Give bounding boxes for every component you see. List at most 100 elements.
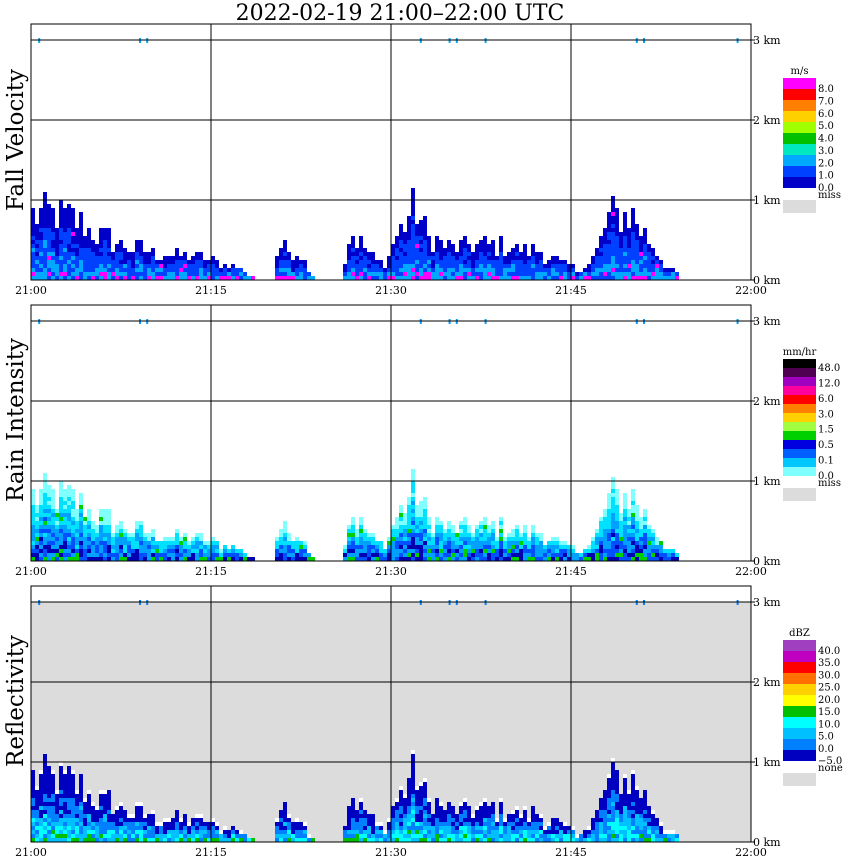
data-cell <box>611 264 615 268</box>
data-cell <box>63 493 67 497</box>
data-cell <box>435 252 439 256</box>
data-cell <box>279 537 283 541</box>
data-cell <box>411 762 415 766</box>
data-cell <box>275 557 279 561</box>
data-cell <box>535 549 539 553</box>
data-cell <box>103 798 107 802</box>
data-cell <box>407 810 411 814</box>
data-cell <box>663 830 667 834</box>
data-cell <box>91 252 95 256</box>
colorbar-swatch <box>783 395 816 404</box>
data-cell <box>471 276 475 280</box>
data-cell <box>595 256 599 260</box>
data-cell <box>615 790 619 794</box>
data-cell <box>287 545 291 549</box>
data-cell <box>79 782 83 786</box>
data-cell <box>87 240 91 244</box>
data-cell <box>423 814 427 818</box>
data-cell <box>439 260 443 264</box>
data-cell <box>139 830 143 834</box>
data-cell <box>91 810 95 814</box>
data-cell <box>355 260 359 264</box>
data-cell <box>371 537 375 541</box>
data-cell <box>235 830 239 834</box>
data-cell <box>351 260 355 264</box>
data-cell <box>63 553 67 557</box>
data-cell <box>391 256 395 260</box>
data-cell <box>55 818 59 822</box>
data-cell <box>31 798 35 802</box>
data-cell <box>599 517 603 521</box>
data-cell <box>515 264 519 268</box>
data-cell <box>155 557 159 561</box>
data-cell <box>31 276 35 280</box>
data-cell <box>179 276 183 280</box>
data-cell <box>299 826 303 830</box>
data-cell <box>559 260 563 264</box>
data-cell <box>631 553 635 557</box>
data-cell <box>39 501 43 505</box>
data-cell <box>195 260 199 264</box>
data-cell <box>591 818 595 822</box>
data-cell <box>163 541 167 545</box>
data-cell <box>231 549 235 553</box>
data-cell <box>347 810 351 814</box>
data-cell <box>87 276 91 280</box>
data-cell <box>71 212 75 216</box>
data-cell <box>507 818 511 822</box>
data-cell <box>411 525 415 529</box>
data-cell <box>135 272 139 276</box>
data-cell <box>591 557 595 561</box>
data-cell <box>471 252 475 256</box>
colorbar-swatch <box>783 78 816 89</box>
data-cell <box>31 244 35 248</box>
data-cell <box>499 798 503 802</box>
data-cell <box>175 276 179 280</box>
data-cell <box>287 252 291 256</box>
data-cell <box>555 537 559 541</box>
data-cell <box>299 830 303 834</box>
data-cell <box>95 541 99 545</box>
data-cell <box>43 762 47 766</box>
data-cell <box>487 244 491 248</box>
data-cell <box>311 838 315 842</box>
data-cell <box>631 501 635 505</box>
data-cell <box>87 260 91 264</box>
data-cell <box>51 541 55 545</box>
data-cell <box>67 830 71 834</box>
data-cell <box>431 818 435 822</box>
data-cell <box>139 525 143 529</box>
data-cell <box>71 794 75 798</box>
data-cell <box>571 549 575 553</box>
data-cell <box>119 529 123 533</box>
data-cell <box>631 260 635 264</box>
data-cell <box>127 553 131 557</box>
data-cell <box>487 818 491 822</box>
data-cell <box>427 236 431 240</box>
data-cell <box>115 533 119 537</box>
data-cell <box>623 521 627 525</box>
data-cell <box>603 834 607 838</box>
data-cell <box>407 521 411 525</box>
data-cell <box>51 252 55 256</box>
data-cell <box>607 276 611 280</box>
data-cell <box>39 533 43 537</box>
data-cell <box>131 553 135 557</box>
data-cell <box>67 264 71 268</box>
data-cell <box>359 529 363 533</box>
data-cell <box>615 810 619 814</box>
data-cell <box>87 834 91 838</box>
data-cell <box>427 260 431 264</box>
data-cell <box>31 505 35 509</box>
data-cell <box>79 493 83 497</box>
data-cell <box>175 834 179 838</box>
data-cell <box>595 529 599 533</box>
data-cell <box>119 260 123 264</box>
data-cell <box>51 276 55 280</box>
data-cell <box>499 549 503 553</box>
data-cell <box>611 525 615 529</box>
data-cell <box>611 762 615 766</box>
data-cell <box>227 549 231 553</box>
data-cell <box>479 545 483 549</box>
data-cell <box>203 830 207 834</box>
